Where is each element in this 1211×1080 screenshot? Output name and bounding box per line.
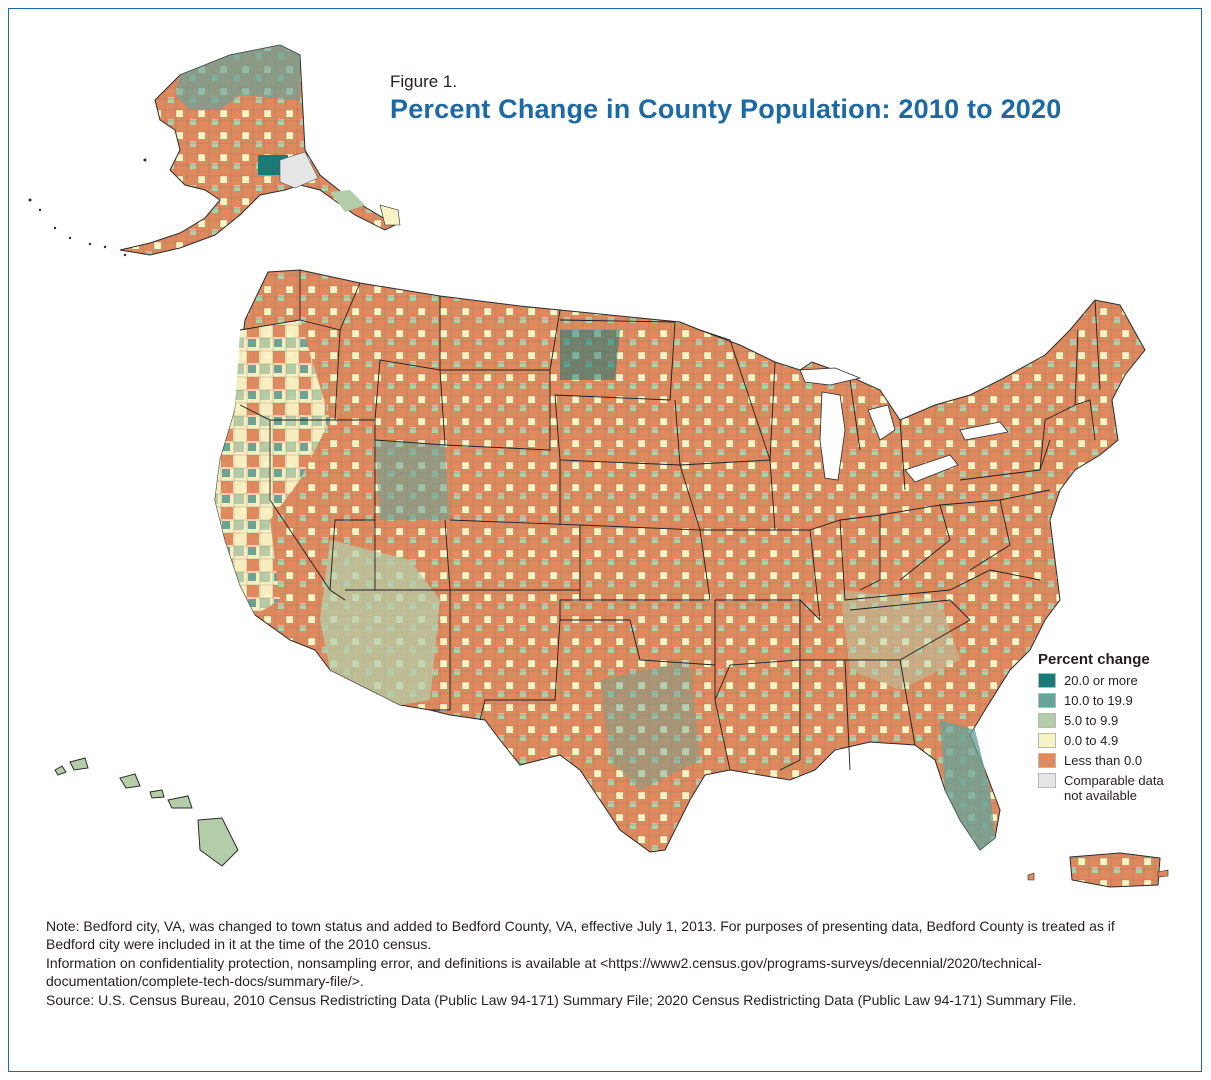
state-boundaries: [239, 270, 1101, 771]
legend-label: 0.0 to 4.9: [1064, 733, 1119, 748]
legend-swatch: [1038, 673, 1056, 688]
legend-swatch: [1038, 713, 1056, 728]
north-dakota-region: [560, 330, 620, 380]
note-text: Note: Bedford city, VA, was changed to t…: [46, 918, 1115, 952]
info-text: Information on confidentiality protectio…: [46, 955, 1042, 989]
legend-swatch: [1038, 733, 1056, 748]
legend-label: Comparable data not available: [1064, 773, 1164, 803]
florida-region: [940, 720, 995, 850]
west-coast-region: [215, 320, 330, 615]
legend-swatch: [1038, 773, 1056, 788]
legend-item: 0.0 to 4.9: [1038, 733, 1198, 748]
legend-item: 20.0 or more: [1038, 673, 1198, 688]
legend-label: 5.0 to 9.9: [1064, 713, 1119, 728]
great-lakes: [799, 367, 1009, 483]
legend-item: 10.0 to 19.9: [1038, 693, 1198, 708]
legend-label: 20.0 or more: [1064, 673, 1138, 688]
puerto-rico: [1027, 852, 1169, 888]
legend-item: 5.0 to 9.9: [1038, 713, 1198, 728]
southwest-region: [320, 540, 440, 705]
utah-region: [375, 440, 450, 520]
notes: Note: Bedford city, VA, was changed to t…: [46, 918, 1156, 1012]
legend-swatch: [1038, 693, 1056, 708]
figure-label: Figure 1.: [390, 72, 458, 91]
legend-title: Percent change: [1038, 651, 1150, 668]
alaska: [28, 44, 401, 257]
legend-label: Less than 0.0: [1064, 753, 1143, 768]
figure-frame: [8, 8, 1202, 1072]
source-text: Source: U.S. Census Bureau, 2010 Census …: [46, 992, 1077, 1008]
legend-swatch: [1038, 753, 1056, 768]
hawaii: [54, 757, 239, 867]
texas-triangle-region: [600, 660, 700, 790]
southeast-region: [840, 590, 960, 690]
legend-item: Less than 0.0: [1038, 753, 1198, 768]
legend-item: Comparable data not available: [1038, 773, 1198, 803]
legend-label: 10.0 to 19.9: [1064, 693, 1133, 708]
legend: Percent change 20.0 or more 10.0 to 19.9 5…: [1038, 651, 1198, 808]
contiguous-us: [214, 269, 1146, 853]
map-title: Percent Change in County Population: 201…: [390, 94, 1062, 124]
